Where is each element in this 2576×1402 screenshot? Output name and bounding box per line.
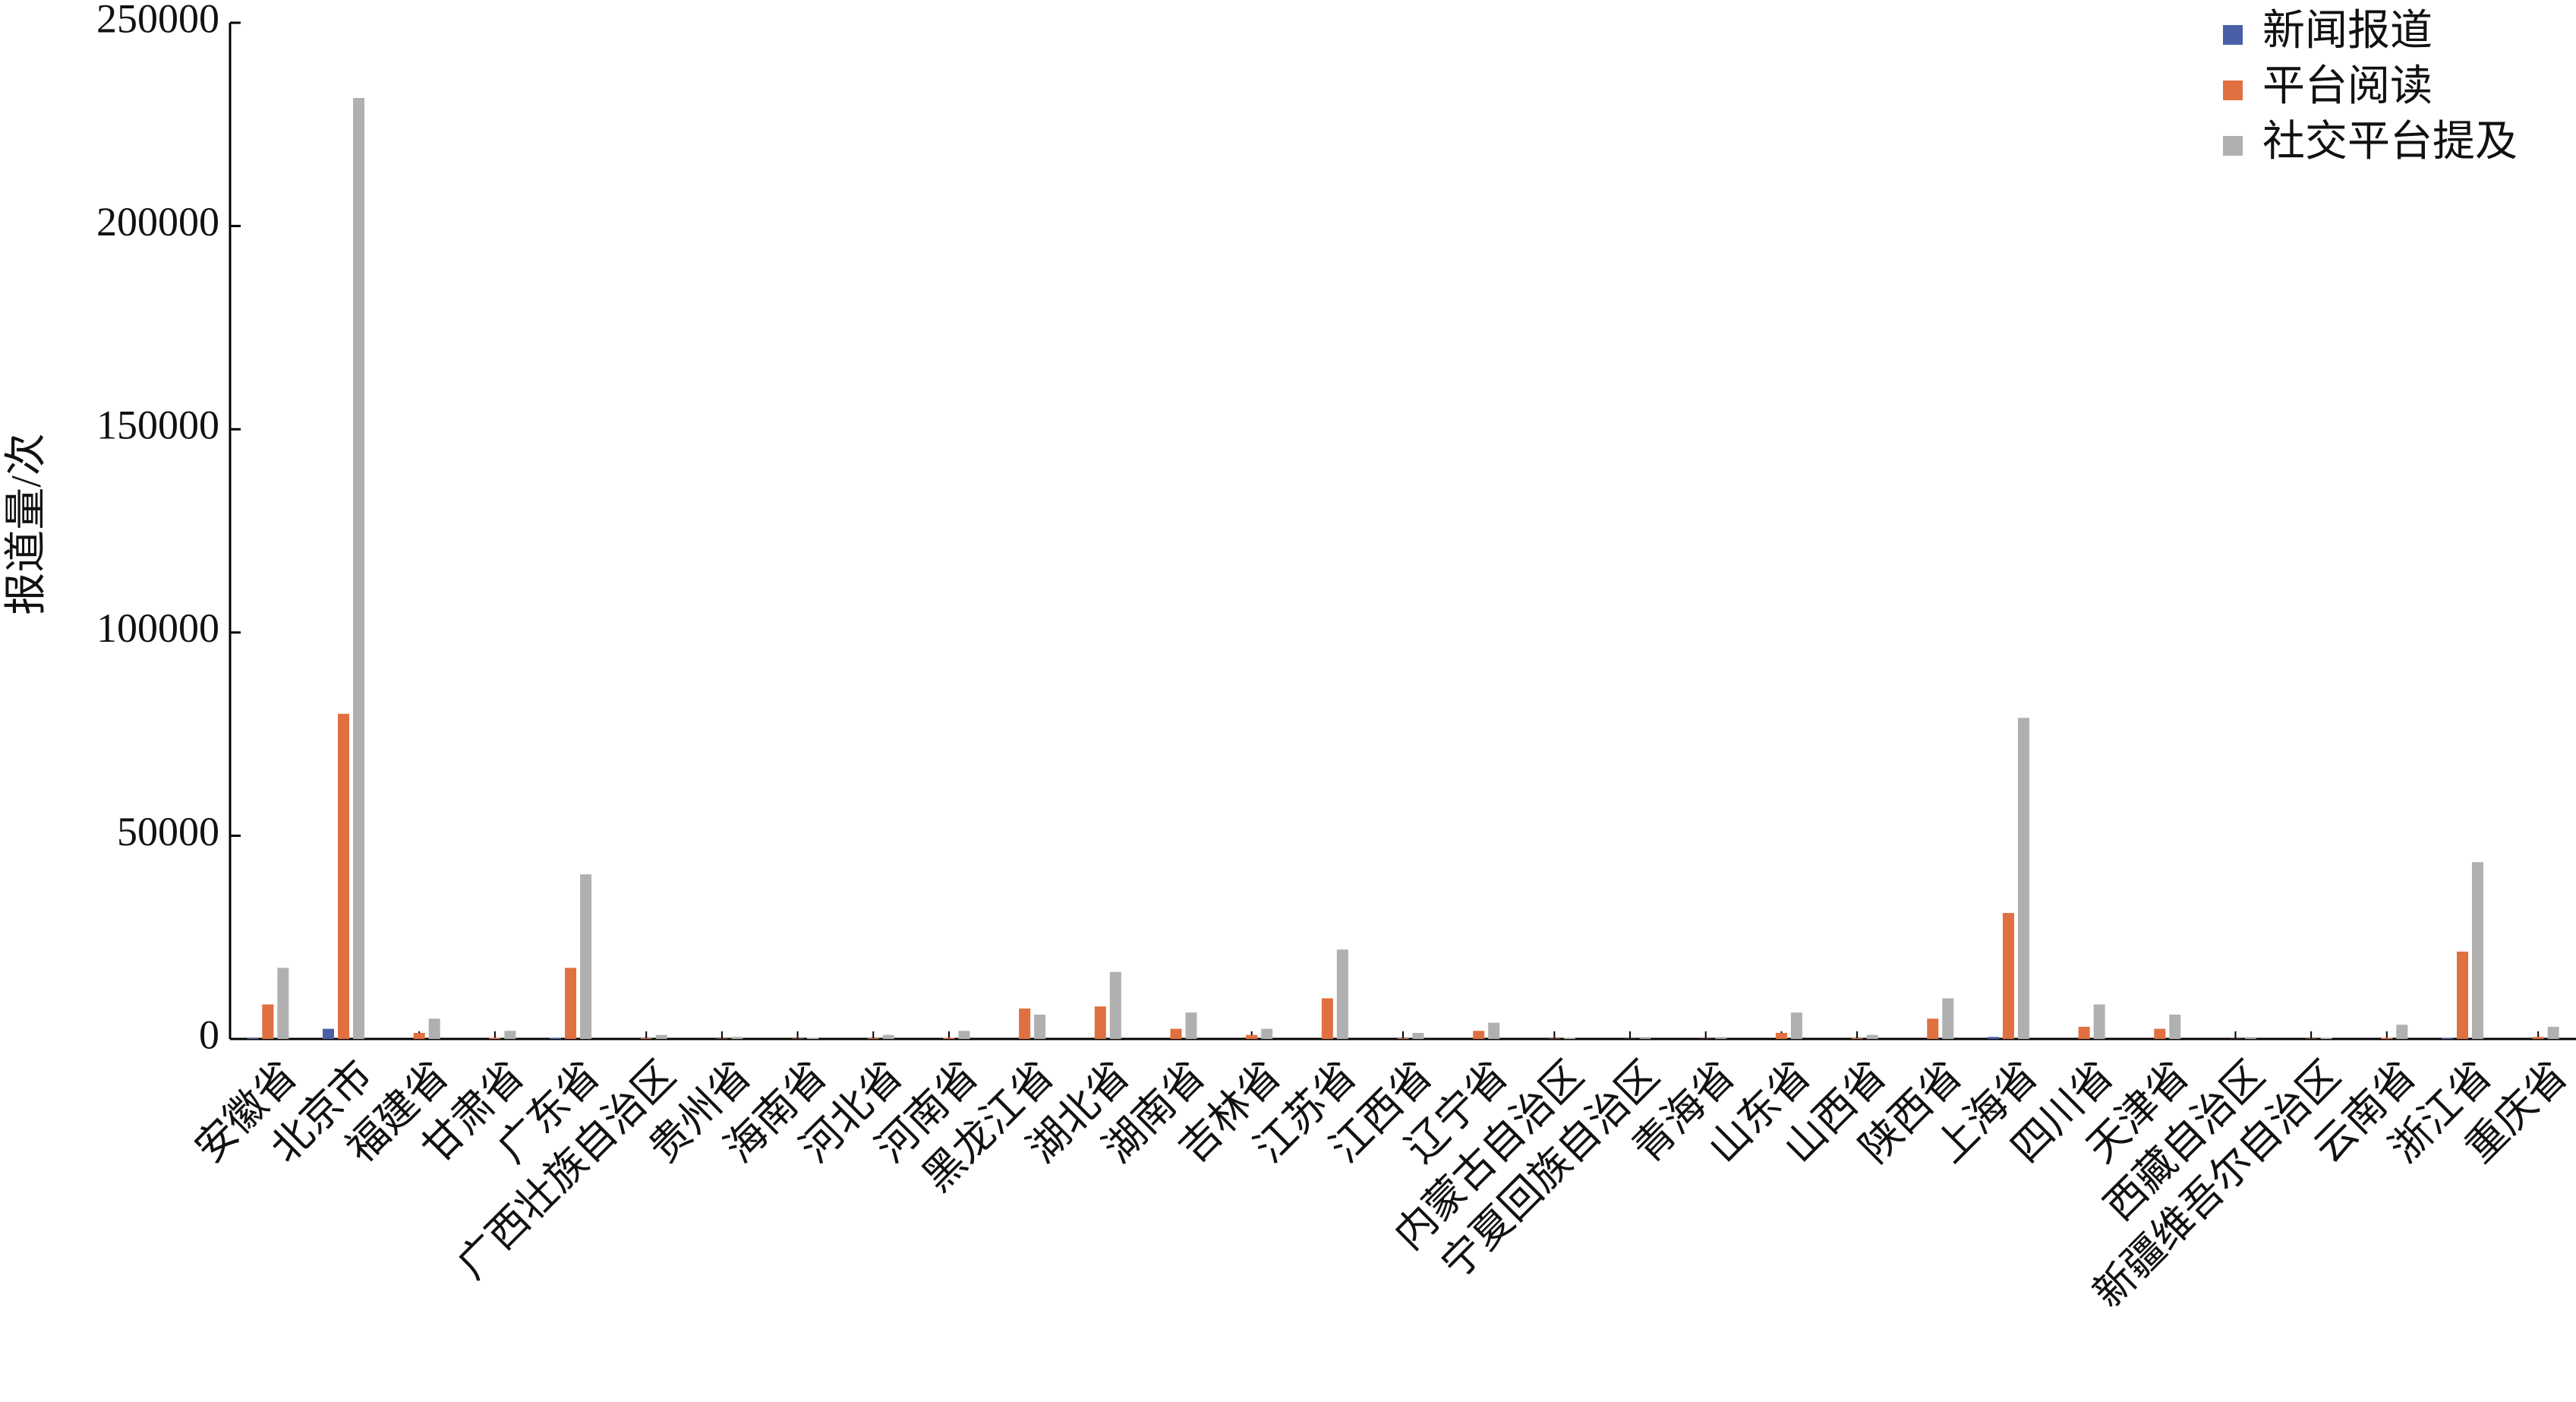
bar bbox=[2154, 1028, 2166, 1039]
bar bbox=[1927, 1018, 1939, 1039]
bar bbox=[413, 1032, 425, 1039]
y-tick-label: 250000 bbox=[96, 0, 219, 41]
y-tick-label: 100000 bbox=[96, 605, 219, 651]
bar bbox=[1261, 1028, 1273, 1039]
bar bbox=[655, 1034, 667, 1039]
bar bbox=[2471, 862, 2483, 1039]
bar bbox=[1563, 1037, 1575, 1039]
bar bbox=[2441, 1037, 2453, 1039]
bar bbox=[504, 1031, 516, 1039]
bar bbox=[580, 874, 592, 1039]
bar bbox=[2396, 1025, 2408, 1039]
bar bbox=[277, 968, 289, 1039]
bar bbox=[1639, 1037, 1651, 1039]
bar bbox=[2456, 951, 2468, 1039]
legend-label: 新闻报道 bbox=[2262, 8, 2433, 55]
bar bbox=[1851, 1037, 1863, 1039]
bar bbox=[353, 98, 365, 1040]
bar bbox=[2305, 1038, 2317, 1039]
y-axis-label: 报道量/次 bbox=[3, 433, 50, 615]
bar bbox=[247, 1037, 259, 1039]
bar bbox=[1412, 1032, 1424, 1039]
bar bbox=[958, 1031, 970, 1039]
bar bbox=[323, 1028, 335, 1039]
y-tick-label: 200000 bbox=[96, 199, 219, 245]
bar bbox=[1987, 1037, 1999, 1039]
bar bbox=[2169, 1014, 2181, 1039]
bar bbox=[1715, 1037, 1727, 1039]
bar bbox=[1185, 1012, 1197, 1039]
bar bbox=[489, 1037, 501, 1039]
legend-label: 平台阅读 bbox=[2262, 63, 2433, 110]
bar bbox=[565, 968, 577, 1039]
y-tick-label: 150000 bbox=[96, 403, 219, 448]
bar bbox=[1775, 1032, 1787, 1039]
bar bbox=[1094, 1006, 1106, 1039]
bar bbox=[1473, 1031, 1485, 1039]
legend-swatch bbox=[2223, 25, 2243, 45]
legend-swatch bbox=[2223, 136, 2243, 156]
bar bbox=[807, 1037, 819, 1039]
bar bbox=[882, 1034, 894, 1039]
bar bbox=[2093, 1004, 2105, 1039]
bar bbox=[1548, 1038, 1560, 1039]
bar bbox=[262, 1004, 274, 1039]
bar bbox=[2532, 1037, 2544, 1039]
bar bbox=[428, 1018, 440, 1039]
bar bbox=[550, 1037, 562, 1039]
bar bbox=[2078, 1026, 2090, 1039]
bar bbox=[1034, 1014, 1046, 1039]
bar bbox=[1109, 971, 1121, 1039]
bar bbox=[640, 1037, 652, 1039]
bar bbox=[943, 1037, 955, 1039]
bar bbox=[2002, 913, 2014, 1039]
bar bbox=[792, 1038, 804, 1039]
bar bbox=[1336, 949, 1348, 1039]
bar bbox=[2017, 718, 2029, 1039]
bar bbox=[1488, 1022, 1500, 1039]
bar bbox=[867, 1037, 879, 1039]
bar bbox=[2547, 1026, 2559, 1039]
legend-swatch bbox=[2223, 81, 2243, 100]
bar bbox=[1790, 1012, 1802, 1039]
bar bbox=[2244, 1037, 2256, 1039]
bar bbox=[338, 713, 350, 1039]
bar bbox=[1170, 1028, 1182, 1039]
bar bbox=[2320, 1037, 2332, 1039]
bar bbox=[2381, 1037, 2393, 1039]
bar bbox=[1942, 998, 1954, 1039]
bar bbox=[1397, 1037, 1409, 1039]
y-tick-label: 50000 bbox=[117, 809, 219, 854]
bar bbox=[1019, 1008, 1031, 1039]
y-tick-label: 0 bbox=[199, 1012, 219, 1057]
bar bbox=[731, 1037, 743, 1039]
bar bbox=[1866, 1034, 1878, 1039]
bar bbox=[1246, 1034, 1258, 1039]
bar bbox=[716, 1038, 728, 1039]
legend-label: 社交平台提及 bbox=[2262, 118, 2518, 166]
bar bbox=[1321, 998, 1333, 1039]
